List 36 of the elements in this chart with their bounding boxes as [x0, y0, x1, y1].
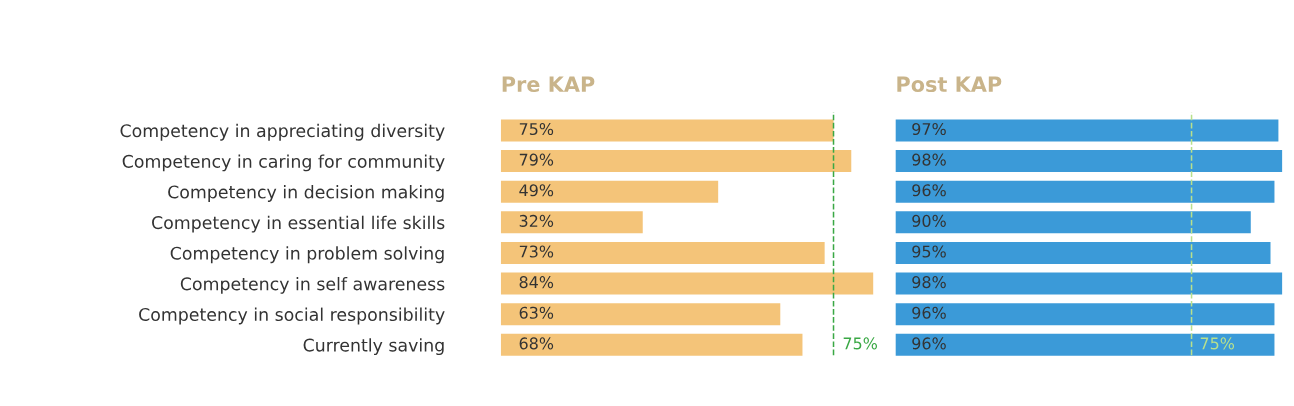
data-label: 95%	[912, 245, 946, 258]
data-label: 90%	[912, 214, 946, 227]
data-label: 97%	[912, 122, 946, 136]
y-tick-label: Competency in decision making	[168, 185, 444, 202]
bar	[500, 272, 874, 295]
data-label: 96%	[912, 337, 946, 350]
bar	[500, 333, 803, 356]
data-label: 32%	[519, 214, 554, 227]
ref-line-label: 75%	[1200, 337, 1235, 350]
bar	[500, 150, 852, 173]
y-tick-label: Competency in self awareness	[180, 276, 445, 294]
chart-title: Post KAP	[897, 76, 1002, 93]
ref-line-label: 75%	[843, 337, 878, 350]
data-label: 63%	[519, 306, 554, 319]
y-tick-label: Currently saving	[303, 338, 444, 356]
chart-title: Pre KAP	[502, 76, 595, 93]
data-label: 75%	[519, 122, 554, 136]
data-label: 68%	[519, 337, 554, 350]
bar	[500, 303, 781, 326]
y-tick-label: Competency in problem solving	[170, 246, 444, 264]
y-tick-label: Competency in appreciating diversity	[120, 123, 445, 141]
bar	[500, 180, 719, 203]
data-label: 49%	[519, 184, 554, 197]
data-label: 96%	[912, 306, 946, 319]
data-label: 96%	[912, 184, 946, 197]
y-tick-label: Competency in social responsibility	[139, 307, 445, 325]
data-label: 98%	[912, 276, 946, 289]
data-label: 73%	[519, 245, 554, 258]
bar	[500, 211, 643, 234]
data-label: 98%	[912, 153, 946, 166]
bar	[500, 241, 825, 264]
y-tick-label: Competency in caring for community	[122, 154, 445, 172]
data-label: 84%	[519, 276, 554, 289]
y-tick-label: Competency in essential life skills	[152, 215, 445, 233]
data-label: 79%	[519, 153, 554, 166]
bar	[500, 119, 834, 142]
